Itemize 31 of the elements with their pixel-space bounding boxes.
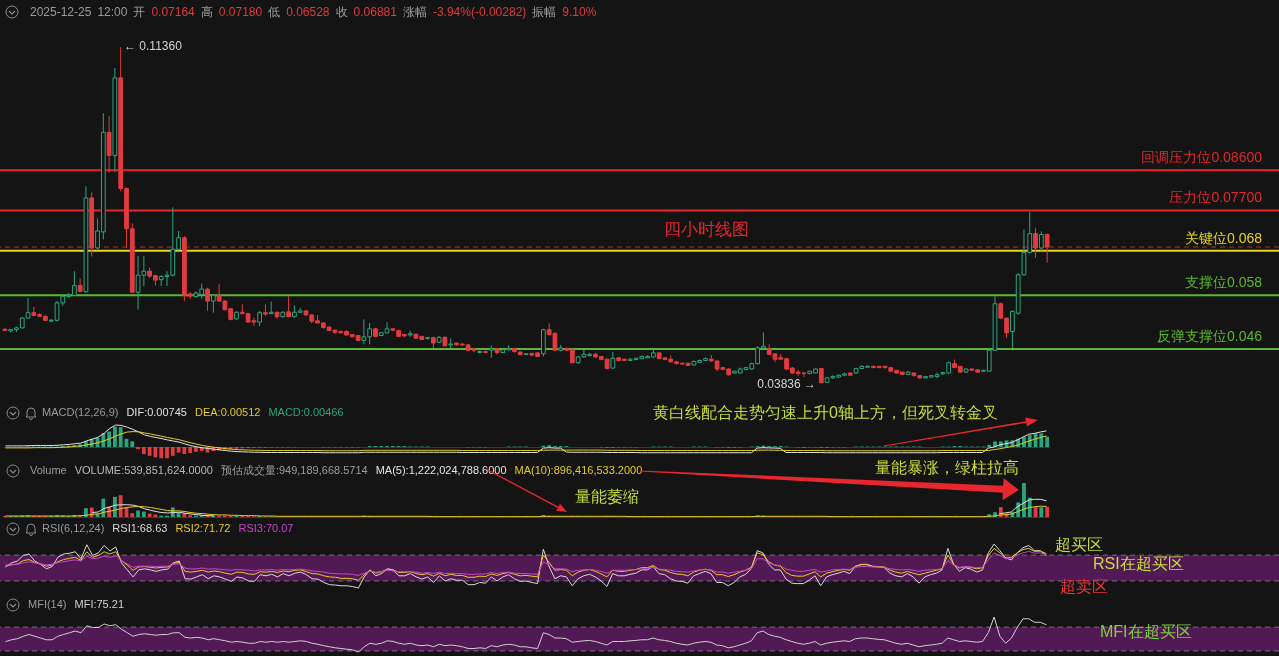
ref-line-label: 超卖区: [1060, 577, 1108, 595]
chart-title: MACD(12,26,9): [42, 406, 119, 418]
text: MA(10):896,416,533.2000: [514, 464, 643, 476]
ref-line-label: 回调压力位0.08600: [1141, 149, 1263, 166]
annotation: ← 0.11360: [124, 39, 183, 53]
text: 2025-12-25 12:00 开 0.07164 高 0.07180 低 0.06528 收 0.06881 涨幅 -3.94%(-0.00282) 振幅 9.10%: [30, 5, 597, 19]
chart-title: MFI(14): [28, 598, 67, 610]
series-label: RSI1:68.63: [112, 522, 168, 534]
annotation: 量能萎缩: [575, 488, 639, 505]
text: VOLUME:539,851,624.0000: [74, 464, 213, 476]
text: 黄白线配合走势匀速上升0轴上方，但死叉转金叉: [653, 404, 998, 421]
annotation: 0.03836 →: [757, 377, 816, 391]
text: 四小时线图: [663, 220, 749, 239]
series-label: DIF:0.00745: [126, 406, 187, 418]
text: MFI在超买区: [1100, 623, 1192, 640]
text: MA(5):1,222,024,788.6000: [375, 464, 507, 476]
series-label: MFI:75.21: [74, 598, 125, 610]
text: RSI在超买区: [1093, 555, 1184, 572]
ref-line-label: 压力位0.07700: [1169, 189, 1263, 206]
text: 量能暴涨，绿柱拉高: [875, 459, 1019, 476]
ref-line-label: 支撑位0.058: [1184, 274, 1263, 291]
text: DEA:0.00512: [194, 406, 261, 418]
ref-line-label: 超买区: [1055, 536, 1103, 554]
ref-line-label: 关键位0.068: [1184, 229, 1263, 246]
ref-line-label: 反弹支撑位0.046: [1156, 327, 1263, 344]
text: MACD:0.00466: [268, 406, 344, 418]
chart-title: RSI(6,12,24): [42, 522, 105, 534]
chart-title: Volume: [30, 464, 67, 476]
text: RSI3:70.07: [238, 522, 294, 534]
text: 预估成交量:949,189,668.5714: [220, 464, 368, 476]
text: RSI2:71.72: [175, 522, 231, 534]
